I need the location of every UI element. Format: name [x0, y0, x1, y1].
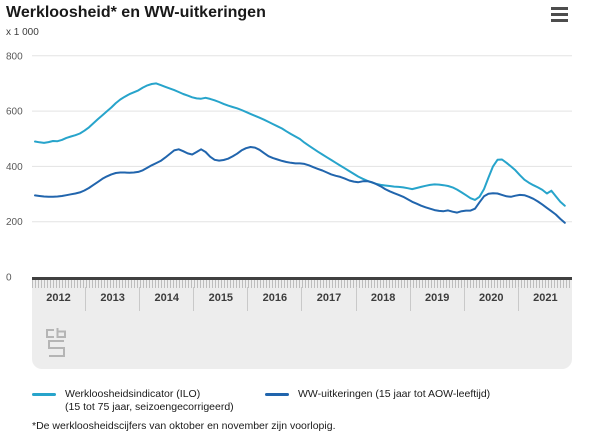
- legend-label-ilo: Werkloosheidsindicator (ILO) (15 tot 75 …: [65, 388, 234, 414]
- y-axis-tick-label: 0: [6, 273, 12, 284]
- y-axis-units-label: x 1 000: [6, 27, 39, 38]
- cbs-logo: [46, 328, 66, 357]
- y-axis-tick-label: 600: [6, 107, 23, 118]
- hamburger-bar: [551, 13, 568, 16]
- y-axis-tick-label: 200: [6, 217, 23, 228]
- x-axis-minor-ticks: [32, 280, 572, 288]
- x-axis-year-label: 2016: [247, 287, 301, 311]
- x-axis-year-label: 2012: [46, 292, 71, 304]
- x-axis-year-labels: 2012 2013 2014 2015 2016 2017 2018 2019 2020 2021: [32, 287, 572, 311]
- x-axis-year-label: 2017: [301, 287, 355, 311]
- legend-label-ww: WW-uitkeringen (15 jaar tot AOW-leeftijd…: [298, 388, 491, 400]
- footnote: *De werkloosheidscijfers van oktober en …: [32, 420, 336, 432]
- legend-line-swatch-ilo: [32, 393, 56, 396]
- legend-label-ilo-line1: Werkloosheidsindicator (ILO): [65, 388, 201, 400]
- legend-line-swatch-ww: [265, 393, 289, 396]
- x-axis-year-label: 2014: [139, 287, 193, 311]
- hamburger-bar: [551, 7, 568, 10]
- x-axis-year-label: 2018: [355, 287, 410, 311]
- x-axis-year-label: 2015: [193, 287, 247, 311]
- y-axis-tick-label: 400: [6, 162, 23, 173]
- legend-item-ilo: Werkloosheidsindicator (ILO) (15 tot 75 …: [32, 388, 234, 414]
- chart-title: Werkloosheid* en WW-uitkeringen: [6, 4, 266, 21]
- series-line-ilo: [34, 82, 566, 207]
- x-axis-year-label: 2013: [85, 287, 139, 311]
- chart-menu-icon[interactable]: [551, 7, 569, 22]
- legend-item-ww: WW-uitkeringen (15 jaar tot AOW-leeftijd…: [265, 388, 490, 401]
- y-axis-tick-label: 800: [6, 51, 23, 62]
- x-axis-line: [32, 277, 572, 280]
- x-axis-year-label: 2020: [463, 287, 518, 311]
- legend-label-ilo-line2: (15 tot 75 jaar, seizoengecorrigeerd): [65, 401, 234, 413]
- x-axis-year-label: 2019: [409, 287, 464, 311]
- hamburger-bar: [551, 19, 568, 22]
- series-line-ww: [34, 146, 566, 224]
- x-axis-band: 2012 2013 2014 2015 2016 2017 2018 2019 2020 2021: [32, 277, 572, 369]
- x-axis-year-label: 2021: [517, 287, 572, 311]
